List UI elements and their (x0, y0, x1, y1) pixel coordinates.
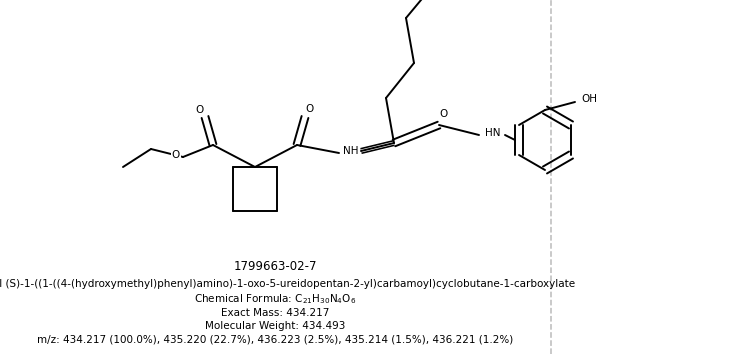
Text: O: O (440, 109, 448, 119)
Text: NH: NH (343, 146, 358, 156)
Text: HN: HN (485, 128, 501, 138)
Text: 1799663-02-7: 1799663-02-7 (234, 259, 318, 273)
Text: O: O (306, 104, 314, 114)
Text: m/z: 434.217 (100.0%), 435.220 (22.7%), 436.223 (2.5%), 435.214 (1.5%), 436.221 : m/z: 434.217 (100.0%), 435.220 (22.7%), … (37, 335, 514, 345)
Text: Molecular Weight: 434.493: Molecular Weight: 434.493 (205, 321, 346, 331)
Text: Exact Mass: 434.217: Exact Mass: 434.217 (221, 308, 330, 318)
Text: O: O (195, 105, 203, 115)
Text: ethyl (S)-1-((1-((4-(hydroxymethyl)phenyl)amino)-1-oxo-5-ureidopentan-2-yl)carba: ethyl (S)-1-((1-((4-(hydroxymethyl)pheny… (0, 279, 575, 289)
Text: OH: OH (581, 94, 597, 104)
Text: Chemical Formula: C$_{21}$H$_{30}$N$_{4}$O$_{6}$: Chemical Formula: C$_{21}$H$_{30}$N$_{4}… (194, 292, 357, 306)
Text: O: O (172, 150, 180, 160)
